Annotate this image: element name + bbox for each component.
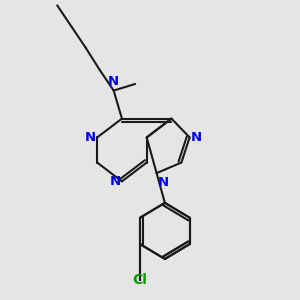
Text: N: N: [158, 176, 169, 189]
Text: Cl: Cl: [133, 273, 148, 287]
Text: N: N: [110, 175, 121, 188]
Text: N: N: [85, 131, 96, 144]
Text: N: N: [108, 75, 119, 88]
Text: N: N: [191, 131, 202, 144]
